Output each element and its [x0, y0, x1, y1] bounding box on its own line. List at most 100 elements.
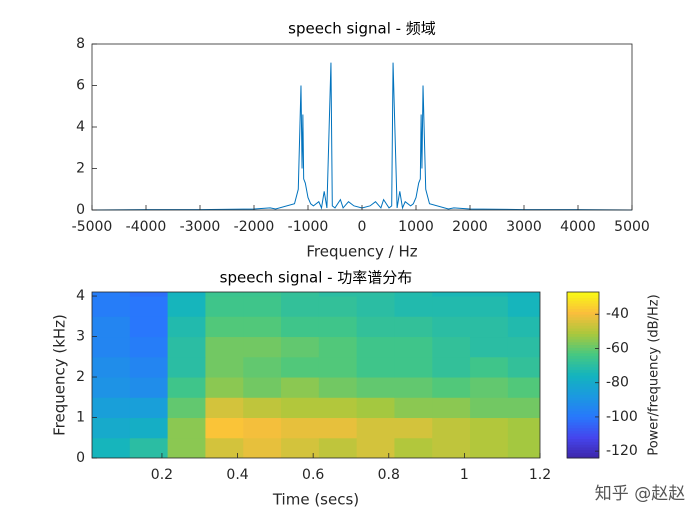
colorbar-swatch	[567, 383, 599, 387]
colorbar-swatch	[567, 336, 599, 340]
heat-cell	[167, 336, 206, 358]
heat-cell	[92, 377, 131, 398]
heat-cell	[129, 296, 169, 317]
colorbar-swatch	[567, 314, 599, 318]
x-tick-label: 3000	[506, 219, 542, 235]
heat-cell	[507, 356, 540, 378]
x-tick-label: 0.8	[378, 467, 400, 483]
heat-cell	[356, 292, 395, 297]
heat-cell	[281, 336, 320, 358]
colorbar-swatch	[567, 419, 599, 423]
y-tick-label: 3	[76, 329, 85, 345]
y-tick-label: 0	[76, 450, 85, 466]
colorbar-swatch	[567, 380, 599, 384]
colorbar-box	[566, 291, 600, 459]
colorbar-tick-label: -60	[606, 340, 629, 356]
colorbar-swatch	[567, 424, 599, 429]
x-tick-label: -4000	[126, 219, 167, 235]
heat-cell	[394, 437, 433, 458]
heat-cell	[394, 296, 433, 317]
x-tick-label: -1000	[288, 219, 329, 235]
colorbar-swatch	[567, 358, 599, 362]
heat-cell	[394, 316, 433, 338]
colorbar-swatch	[567, 297, 599, 301]
heat-cell	[507, 316, 540, 338]
colorbar-swatch	[567, 402, 599, 406]
heat-cell	[92, 437, 131, 458]
heat-cell	[470, 316, 509, 338]
x-tick-label: 0.4	[226, 467, 248, 483]
heat-cell	[243, 296, 282, 317]
heat-cell	[167, 377, 206, 398]
y-tick-label: 1	[76, 410, 85, 426]
x-tick-label: 0	[358, 219, 367, 235]
heat-cell	[243, 292, 282, 297]
x-tick-label: 0.2	[151, 467, 173, 483]
colorbar-swatch	[567, 430, 599, 434]
colorbar-swatch	[567, 319, 599, 323]
colorbar-swatch	[567, 408, 599, 412]
heat-cell	[281, 356, 320, 378]
colorbar-swatch	[567, 422, 599, 426]
heat-cell	[92, 336, 131, 358]
colorbar-swatch	[567, 405, 599, 409]
colorbar-swatch	[567, 452, 599, 456]
colorbar-swatch	[567, 372, 599, 376]
colorbar-swatch	[567, 355, 599, 359]
colorbar-swatch	[567, 344, 599, 348]
heat-cell	[281, 397, 320, 419]
heat-cell	[92, 296, 131, 317]
colorbar-swatch	[567, 377, 599, 382]
heat-cell	[129, 356, 169, 378]
colorbar-swatch	[567, 350, 599, 354]
heat-cell	[507, 397, 540, 419]
heat-cell	[92, 316, 131, 338]
colorbar-swatch	[567, 388, 599, 393]
colorbar-swatch	[567, 339, 599, 343]
heat-cell	[470, 356, 509, 378]
heat-cell	[432, 356, 471, 378]
heat-cell	[356, 417, 395, 439]
x-tick-label: 2000	[452, 219, 488, 235]
y-tick-label: 6	[76, 78, 85, 94]
colorbar-swatch	[567, 333, 599, 337]
heat-cell	[394, 377, 433, 398]
heat-cell	[507, 377, 540, 398]
heat-cell	[205, 296, 244, 317]
heat-cell	[318, 377, 358, 398]
colorbar-swatch	[567, 438, 599, 442]
colorbar-swatch	[567, 325, 599, 329]
colorbar-swatch	[567, 311, 599, 315]
heat-cell	[432, 316, 471, 338]
x-tick-label: -2000	[234, 219, 275, 235]
heat-cell	[507, 296, 540, 317]
heat-cell	[356, 316, 395, 338]
heat-cell	[167, 316, 206, 338]
x-axis-label: Time (secs)	[272, 491, 359, 509]
chart-title: speech signal - 频域	[288, 20, 436, 38]
colorbar-swatch	[567, 427, 599, 431]
heat-cell	[167, 437, 206, 458]
y-tick-label: 2	[76, 369, 85, 385]
heat-cell	[205, 417, 244, 439]
x-tick-label: -3000	[180, 219, 221, 235]
x-tick-label: 0.6	[302, 467, 324, 483]
heat-cell	[167, 417, 206, 439]
watermark: 知乎 @赵赵	[595, 484, 685, 504]
heat-cell	[507, 292, 540, 297]
colorbar-swatch	[567, 444, 599, 448]
colorbar-swatch	[567, 435, 599, 440]
y-tick-label: 4	[76, 288, 85, 304]
heat-cell	[205, 356, 244, 378]
heat-cell	[167, 292, 206, 297]
heat-cell	[281, 437, 320, 458]
colorbar-swatch	[567, 305, 599, 310]
heat-cell	[432, 377, 471, 398]
heat-cell	[356, 437, 395, 458]
heat-cell	[205, 437, 244, 458]
heat-cell	[243, 316, 282, 338]
colorbar-swatch	[567, 394, 599, 398]
colorbar-swatch	[567, 316, 599, 321]
heat-cell	[432, 437, 471, 458]
heat-cell	[470, 397, 509, 419]
